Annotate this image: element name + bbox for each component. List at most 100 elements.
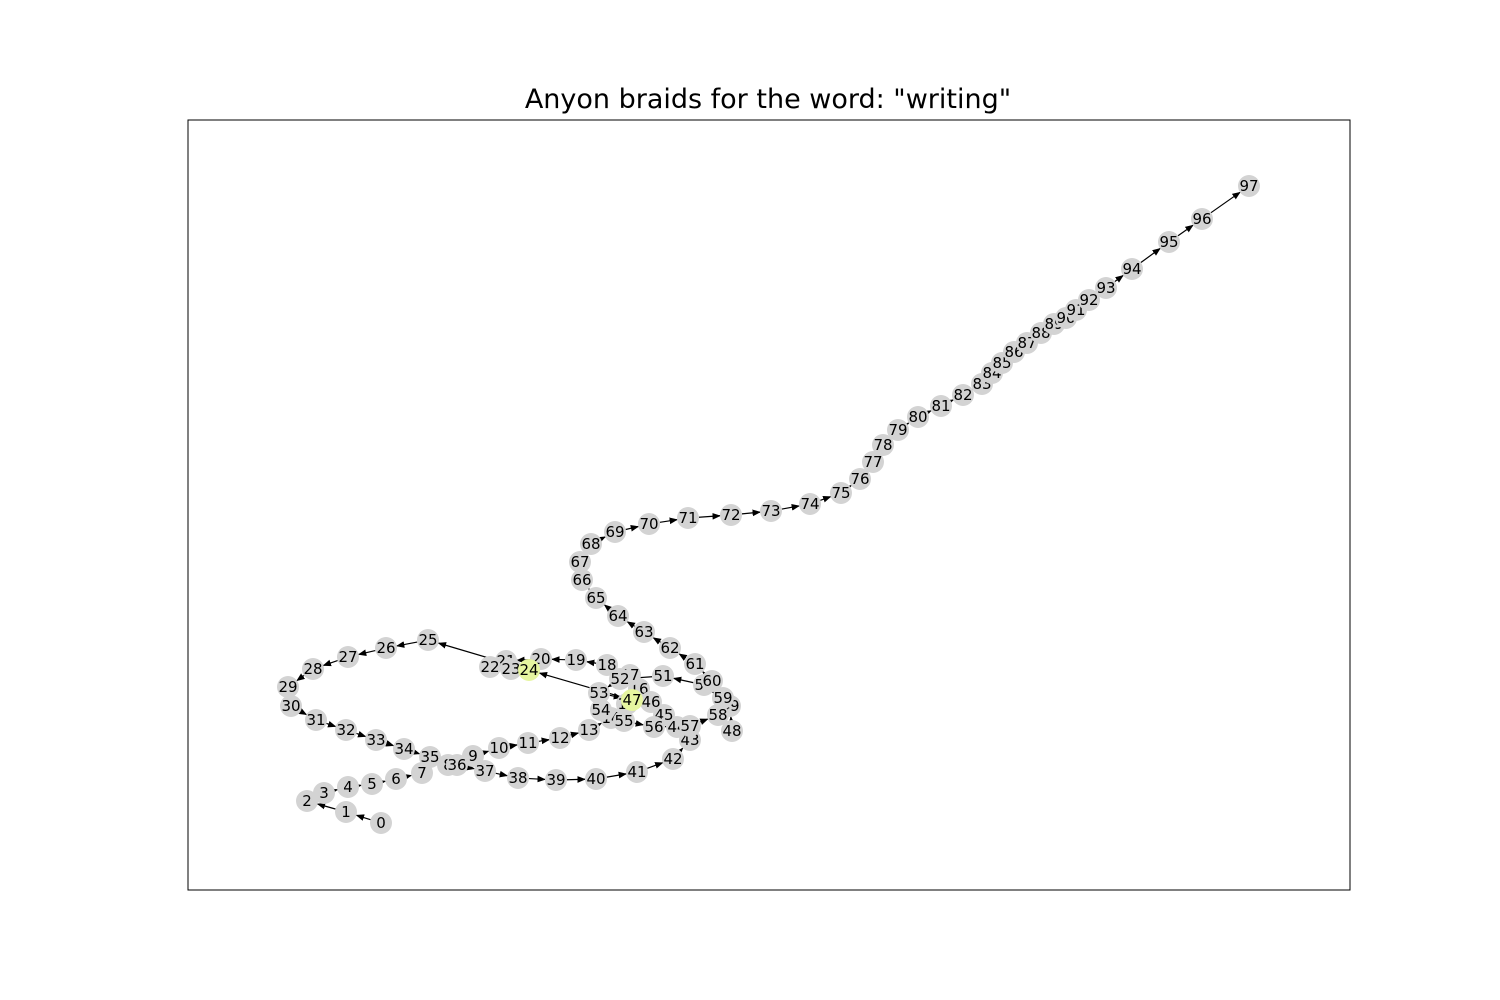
node-circle (720, 504, 742, 526)
node-circle (385, 768, 407, 790)
edge-40-41 (606, 771, 627, 779)
node-12: 12 (549, 727, 571, 749)
edge-10-11 (509, 742, 518, 750)
node-47: 47 (621, 689, 643, 711)
node-circle (313, 782, 335, 804)
node-circle (280, 695, 302, 717)
node-26: 26 (375, 637, 397, 659)
node-25: 25 (417, 629, 439, 651)
node-73: 73 (760, 500, 782, 522)
node-31: 31 (305, 709, 327, 731)
node-circle (571, 569, 593, 591)
edge-31-32 (326, 720, 337, 728)
node-2: 2 (296, 790, 318, 812)
node-48: 48 (721, 720, 743, 742)
node-label: 59 (713, 689, 732, 707)
node-label: 74 (800, 495, 819, 513)
edge-5-6 (377, 779, 387, 787)
node-67: 67 (569, 551, 591, 573)
node-circle (609, 668, 631, 690)
edge-30-31 (298, 707, 308, 716)
node-label: 19 (566, 651, 585, 669)
node-circle (633, 621, 655, 643)
edge-26-27 (357, 649, 376, 656)
node-70: 70 (638, 513, 660, 535)
node-label: 96 (1192, 210, 1211, 228)
node-75: 75 (830, 482, 852, 504)
node-circle (588, 682, 610, 704)
edge-81-82 (944, 399, 954, 407)
node-circle (607, 605, 629, 627)
node-circle (1238, 175, 1260, 197)
node-9: 9 (462, 745, 484, 767)
node-79: 79 (887, 419, 909, 441)
node-circle (518, 659, 540, 681)
node-30: 30 (280, 695, 302, 717)
node-label: 24 (519, 661, 538, 679)
node-28: 28 (302, 658, 324, 680)
edge-61-62 (678, 653, 688, 661)
node-label: 52 (610, 670, 629, 688)
node-label: 34 (394, 740, 413, 758)
edge-95-96 (1177, 224, 1194, 237)
node-circle (500, 658, 522, 680)
edge-72-73 (741, 509, 761, 517)
node-label: 26 (376, 639, 395, 657)
node-label: 13 (579, 721, 598, 739)
node-circle (335, 719, 357, 741)
node-label: 77 (863, 453, 882, 471)
node-69: 69 (604, 521, 626, 543)
node-51: 51 (652, 665, 674, 687)
node-62: 62 (659, 637, 681, 659)
edge-68-69 (596, 536, 606, 544)
node-label: 57 (680, 717, 699, 735)
node-38: 38 (507, 767, 529, 789)
edge-79-80 (900, 422, 910, 430)
node-label: 41 (627, 763, 646, 781)
node-label: 72 (721, 506, 740, 524)
node-label: 28 (303, 660, 322, 678)
node-97: 97 (1238, 175, 1260, 197)
node-label: 33 (366, 731, 385, 749)
node-39: 39 (545, 769, 567, 791)
node-label: 60 (702, 672, 721, 690)
node-circle (565, 649, 587, 671)
node-circle (370, 812, 392, 834)
node-circle (1121, 258, 1143, 280)
node-3: 3 (313, 782, 335, 804)
node-59: 59 (712, 687, 734, 709)
node-41: 41 (626, 761, 648, 783)
node-circle (417, 629, 439, 651)
figure-title: Anyon braids for the word: "writing" (524, 84, 1012, 115)
node-23: 23 (500, 658, 522, 680)
node-label: 81 (931, 397, 950, 415)
node-label: 68 (581, 535, 600, 553)
node-label: 30 (281, 697, 300, 715)
node-94: 94 (1121, 258, 1143, 280)
edge-3-4 (329, 788, 339, 795)
edge-36-37 (466, 763, 476, 771)
node-53: 53 (588, 682, 610, 704)
node-circle (305, 709, 327, 731)
edge-55-56 (634, 720, 645, 727)
node-80: 80 (907, 406, 929, 428)
node-56: 56 (643, 716, 665, 738)
edge-93-94 (1114, 274, 1124, 283)
edge-37-38 (495, 770, 509, 778)
node-label: 78 (873, 436, 892, 454)
node-label: 23 (501, 660, 520, 678)
edge-75-76 (843, 485, 852, 493)
node-circle (679, 715, 701, 737)
edge-96-97 (1210, 191, 1241, 214)
edge-13-14 (593, 722, 603, 730)
node-label: 93 (1096, 279, 1115, 297)
node-27: 27 (337, 646, 359, 668)
node-circle (517, 732, 539, 754)
node-95: 95 (1158, 231, 1180, 253)
node-52: 52 (609, 668, 631, 690)
node-label: 66 (572, 571, 591, 589)
node-label: 73 (761, 502, 780, 520)
edge-28-29 (296, 673, 306, 682)
node-96: 96 (1191, 208, 1213, 230)
node-65: 65 (585, 587, 607, 609)
